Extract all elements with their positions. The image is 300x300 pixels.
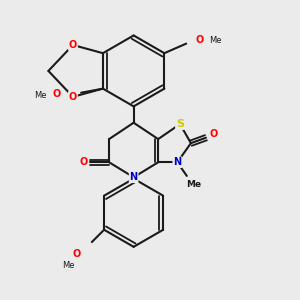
Text: S: S (176, 119, 184, 129)
Text: O: O (69, 40, 77, 50)
Text: Me: Me (186, 180, 201, 189)
Text: O: O (52, 89, 61, 99)
Text: Me: Me (34, 91, 47, 100)
Text: O: O (69, 92, 77, 102)
Text: N: N (130, 172, 138, 182)
Text: O: O (210, 129, 218, 139)
Text: O: O (73, 249, 81, 259)
Text: Me: Me (62, 261, 75, 270)
Text: O: O (196, 34, 204, 44)
Text: N: N (173, 157, 181, 167)
Text: Me: Me (209, 36, 222, 45)
Text: O: O (79, 157, 87, 167)
